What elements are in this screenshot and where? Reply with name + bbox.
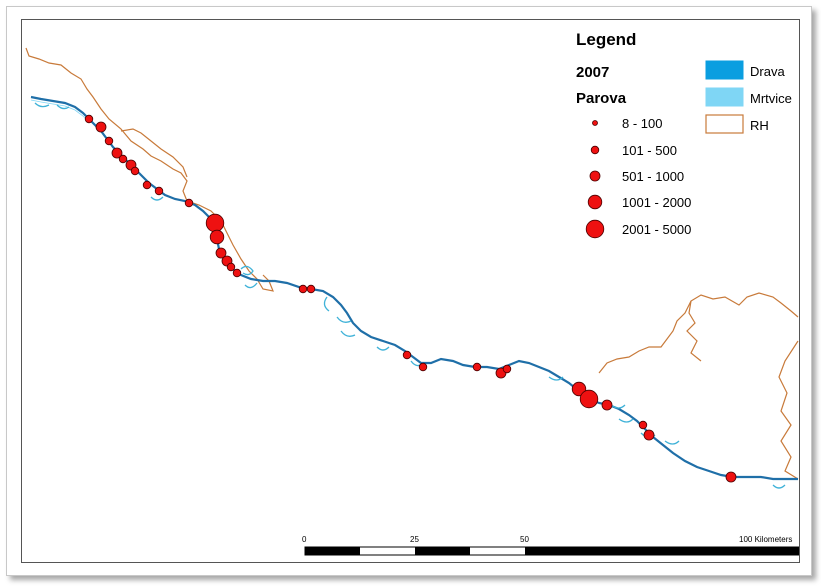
legend-class-label: 8 - 100 [622,116,662,131]
legend-symbol-2 [590,145,600,155]
legend-layer-name: Parova [576,90,627,107]
parova-point [104,136,114,146]
parova-point [205,213,225,233]
legend-symbol-1 [592,120,598,126]
parova-point [571,381,587,397]
map-canvas: Legend 2007 Parova 8 - 100 101 - 500 501… [25,30,799,556]
parova-point [472,362,482,372]
rh-border [25,47,799,480]
rh-swatch [705,114,744,134]
parova-point [402,350,412,360]
scale-segment [305,547,360,555]
legend-year: 2007 [576,64,609,81]
parova-point [184,198,194,208]
parova-point [579,389,599,409]
legend: Legend 2007 Parova 8 - 100 101 - 500 501… [576,30,792,239]
parova-point [215,247,227,259]
parova-point [418,362,428,372]
parova-point [502,364,512,374]
scale-label-0: 0 [302,535,307,544]
rh-label: RH [750,118,769,133]
parova-point [95,121,107,133]
parova-point [154,186,164,196]
mrtvice-label: Mrtvice [750,91,792,106]
legend-class-4: 1001 - 2000 [587,194,691,210]
parova-point [84,114,94,124]
drava-swatch [705,60,744,80]
legend-class-label: 501 - 1000 [622,169,684,184]
parova-point [306,284,316,294]
scale-label-25: 25 [410,535,419,544]
legend-rh: RH [705,114,769,134]
parova-point [118,154,128,164]
scale-bar: 0 25 50 100 Kilometers [302,535,799,556]
drava-river [30,95,798,481]
map-panel: Legend 2007 Parova 8 - 100 101 - 500 501… [21,19,800,563]
scale-label-50: 50 [520,535,529,544]
scale-segment [525,547,799,555]
legend-class-label: 2001 - 5000 [622,222,691,237]
legend-class-3: 501 - 1000 [589,169,684,184]
parova-point [226,262,236,272]
parova-point [142,180,152,190]
legend-class-label: 1001 - 2000 [622,195,691,210]
legend-class-label: 101 - 500 [622,143,677,158]
parova-point [209,229,225,245]
scale-label-100-km: 100 Kilometers [739,535,792,544]
parova-point [601,399,613,411]
legend-symbol-4 [587,194,603,210]
parova-point [638,420,648,430]
scale-segment [415,547,470,555]
parova-point [725,471,737,483]
legend-class-5: 2001 - 5000 [585,219,691,239]
parova-point [298,284,308,294]
parova-point [232,268,242,278]
drava-label: Drava [750,64,785,79]
parova-point [130,166,140,176]
legend-class-2: 101 - 500 [590,143,677,158]
legend-mrtvice: Mrtvice [705,87,792,107]
legend-symbol-3 [589,170,601,182]
legend-drava: Drava [705,60,785,80]
legend-title: Legend [576,30,636,49]
parova-points [84,114,737,483]
mrtvice-oxbows [34,102,786,489]
parova-point [111,147,123,159]
mrtvice-swatch [705,87,744,107]
legend-symbol-5 [585,219,605,239]
parova-point [643,429,655,441]
legend-class-1: 8 - 100 [592,116,662,131]
